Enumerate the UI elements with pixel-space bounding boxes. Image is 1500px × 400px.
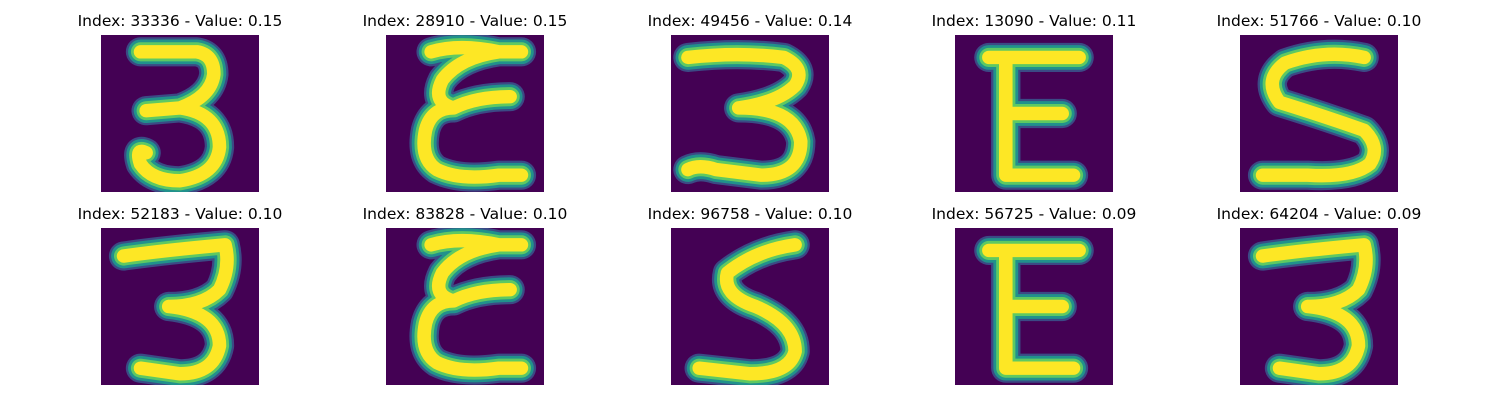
panel-title: Index: 51766 - Value: 0.10 [1216, 12, 1422, 30]
panel: Index: 49456 - Value: 0.14 [620, 12, 880, 192]
digit-stroke [1255, 238, 1373, 381]
digit-stroke [982, 243, 1086, 375]
digit-image [1240, 228, 1398, 385]
digit-image [101, 228, 259, 385]
panel-title: Index: 33336 - Value: 0.15 [77, 12, 283, 30]
digit-image [671, 35, 829, 192]
panel: Index: 64204 - Value: 0.09 [1189, 205, 1449, 385]
digit-image [955, 35, 1113, 192]
panel: Index: 56725 - Value: 0.09 [904, 205, 1164, 385]
panel: Index: 52183 - Value: 0.10 [50, 205, 310, 385]
digit-image [955, 228, 1113, 385]
panel: Index: 51766 - Value: 0.10 [1189, 12, 1449, 192]
digit-image [1240, 35, 1398, 192]
panel-title: Index: 28910 - Value: 0.15 [362, 12, 568, 30]
digit-image [386, 35, 544, 192]
digit-image [671, 228, 829, 385]
panel-title: Index: 64204 - Value: 0.09 [1216, 205, 1422, 223]
panel: Index: 13090 - Value: 0.11 [904, 12, 1164, 192]
panel-title: Index: 56725 - Value: 0.09 [931, 205, 1137, 223]
digit-stroke [1255, 47, 1382, 183]
panel: Index: 28910 - Value: 0.15 [335, 12, 595, 192]
digit-image [386, 228, 544, 385]
digit-image [101, 35, 259, 192]
digit-stroke [131, 45, 227, 188]
panel-title: Index: 13090 - Value: 0.11 [931, 12, 1137, 30]
panel: Index: 83828 - Value: 0.10 [335, 205, 595, 385]
panel-title: Index: 52183 - Value: 0.10 [77, 205, 283, 223]
panel-title: Index: 49456 - Value: 0.14 [647, 12, 853, 30]
panel-title: Index: 83828 - Value: 0.10 [362, 205, 568, 223]
digit-stroke [681, 47, 808, 182]
digit-stroke [417, 40, 529, 184]
digit-stroke [982, 50, 1086, 182]
digit-stroke [692, 238, 802, 381]
digit-stroke [116, 238, 234, 381]
panel: Index: 96758 - Value: 0.10 [620, 205, 880, 385]
digit-stroke [417, 233, 529, 377]
panel-title: Index: 96758 - Value: 0.10 [647, 205, 853, 223]
panel: Index: 33336 - Value: 0.15 [50, 12, 310, 192]
